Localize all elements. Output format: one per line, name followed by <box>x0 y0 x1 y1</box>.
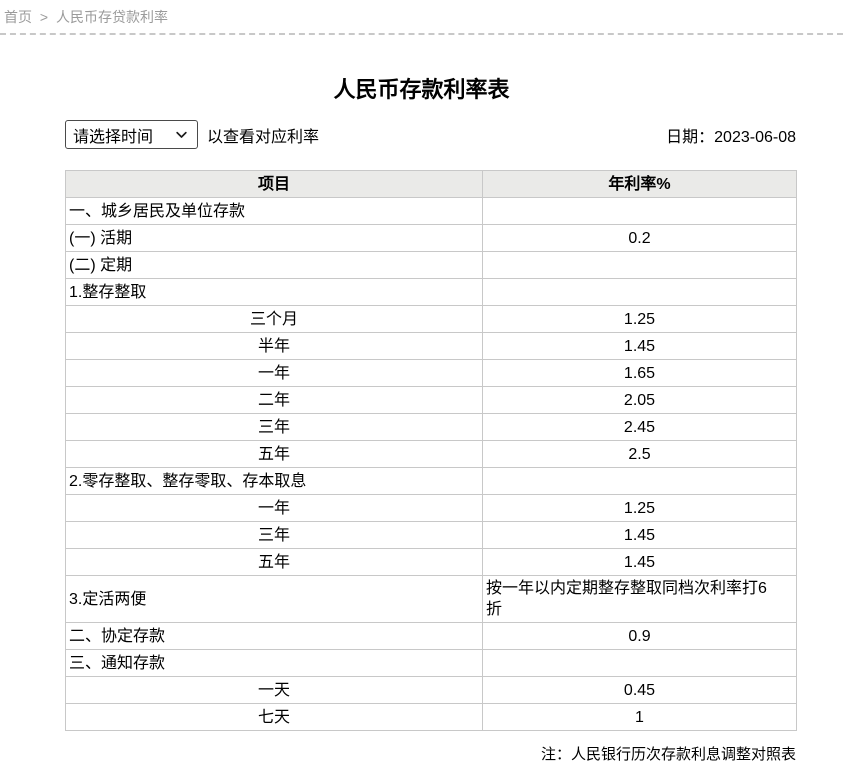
table-row: 五年 1.45 <box>65 548 797 576</box>
item-cell: (一) 活期 <box>65 224 483 252</box>
item-cell: 二年 <box>65 386 483 414</box>
select-hint-label: 以查看对应利率 <box>207 128 320 146</box>
item-cell: 一、城乡居民及单位存款 <box>65 197 483 225</box>
item-cell: 2.零存整取、整存零取、存本取息 <box>65 467 483 495</box>
item-cell: 五年 <box>65 440 483 468</box>
rate-cell: 0.9 <box>482 622 797 650</box>
item-cell: 三年 <box>65 413 483 441</box>
item-cell: 三、通知存款 <box>65 649 483 677</box>
breadcrumb-separator: > <box>39 9 49 25</box>
rate-cell: 1.45 <box>482 521 797 549</box>
item-cell: 一年 <box>65 494 483 522</box>
rate-cell: 1 <box>482 703 797 731</box>
date-label: 日期： <box>666 128 715 146</box>
item-cell: 3.定活两便 <box>65 575 483 623</box>
rate-cell: 1.45 <box>482 332 797 360</box>
table-row: 二年 2.05 <box>65 386 797 414</box>
table-row: 三、通知存款 <box>65 649 797 677</box>
table-row: 二、协定存款 0.9 <box>65 622 797 650</box>
item-cell: 三年 <box>65 521 483 549</box>
table-row: 三年 1.45 <box>65 521 797 549</box>
deposit-rate-table: 项目 年利率% 一、城乡居民及单位存款 (一) 活期 0.2 (二) 定期 1.整存整取… <box>65 170 797 731</box>
item-cell: (二) 定期 <box>65 251 483 279</box>
time-select-value: 请选择时间 <box>73 128 154 146</box>
table-header-row: 项目 年利率% <box>65 170 797 198</box>
table-row: 3.定活两便 按一年以内定期整存整取同档次利率打6折 <box>65 575 797 623</box>
rate-cell <box>482 251 797 279</box>
table-row: 2.零存整取、整存零取、存本取息 <box>65 467 797 495</box>
rate-cell: 1.45 <box>482 548 797 576</box>
table-row: 一年 1.65 <box>65 359 797 387</box>
rate-cell <box>482 467 797 495</box>
table-row: (一) 活期 0.2 <box>65 224 797 252</box>
breadcrumb: 首页 > 人民币存贷款利率 <box>0 0 843 35</box>
table-row: 半年 1.45 <box>65 332 797 360</box>
item-cell: 半年 <box>65 332 483 360</box>
item-cell: 1.整存整取 <box>65 278 483 306</box>
table-row: 三个月 1.25 <box>65 305 797 333</box>
rate-cell: 0.45 <box>482 676 797 704</box>
rate-cell: 2.45 <box>482 413 797 441</box>
date-value: 2023-06-08 <box>714 128 796 146</box>
rate-cell: 1.65 <box>482 359 797 387</box>
main-content: 请选择时间 以查看对应利率 日期：2023-06-08 项目 年利率% <box>65 120 797 764</box>
table-row: 一天 0.45 <box>65 676 797 704</box>
item-cell: 五年 <box>65 548 483 576</box>
rate-table-body: 一、城乡居民及单位存款 (一) 活期 0.2 (二) 定期 1.整存整取 三个月 1.25 半… <box>65 197 797 731</box>
table-row: 七天 1 <box>65 703 797 731</box>
table-row: 三年 2.45 <box>65 413 797 441</box>
table-note: 注：人民银行历次存款利息调整对照表 <box>540 746 796 763</box>
date-display: 日期：2023-06-08 <box>666 123 796 147</box>
rate-cell: 2.05 <box>482 386 797 414</box>
item-cell: 三个月 <box>65 305 483 333</box>
breadcrumb-home[interactable]: 首页 <box>4 9 32 25</box>
item-cell: 一天 <box>65 676 483 704</box>
table-row: (二) 定期 <box>65 251 797 279</box>
rate-cell <box>482 278 797 306</box>
rate-cell: 1.25 <box>482 494 797 522</box>
rate-cell <box>482 649 797 677</box>
header-item: 项目 <box>65 170 483 198</box>
chevron-down-icon <box>174 127 189 142</box>
rate-cell: 1.25 <box>482 305 797 333</box>
table-row: 五年 2.5 <box>65 440 797 468</box>
item-cell: 一年 <box>65 359 483 387</box>
rate-cell: 0.2 <box>482 224 797 252</box>
header-rate: 年利率% <box>482 170 797 198</box>
item-cell: 二、协定存款 <box>65 622 483 650</box>
table-row: 一年 1.25 <box>65 494 797 522</box>
breadcrumb-current: 人民币存贷款利率 <box>55 9 168 25</box>
rate-cell <box>482 197 797 225</box>
controls-row: 请选择时间 以查看对应利率 日期：2023-06-08 <box>65 120 796 149</box>
item-cell: 七天 <box>65 703 483 731</box>
time-select[interactable]: 请选择时间 <box>65 120 198 149</box>
rate-cell: 2.5 <box>482 440 797 468</box>
table-row: 一、城乡居民及单位存款 <box>65 197 797 225</box>
page-title: 人民币存款利率表 <box>333 77 510 102</box>
rate-cell: 按一年以内定期整存整取同档次利率打6折 <box>482 575 797 623</box>
table-row: 1.整存整取 <box>65 278 797 306</box>
